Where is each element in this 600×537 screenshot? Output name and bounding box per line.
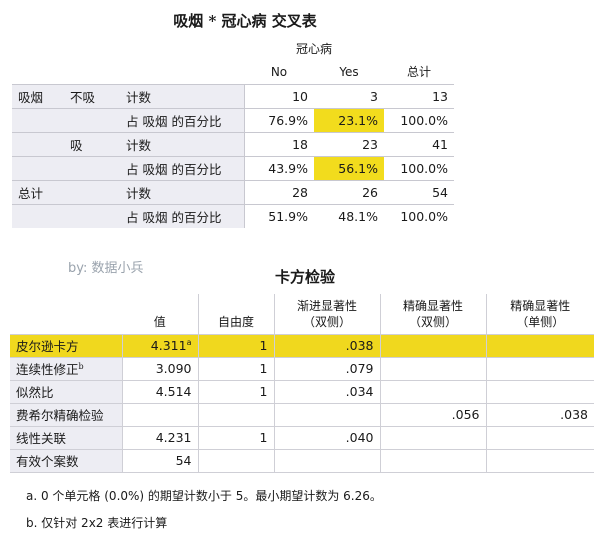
crosstab-header-group: 冠心病 [12, 36, 454, 60]
cell-exact1 [486, 334, 594, 358]
crosstab-table: 冠心病 No Yes 总计 吸烟 不吸 计数 10 3 13 占 吸烟 的百分比… [12, 36, 454, 228]
cell-df: 1 [198, 426, 275, 450]
table-row: 占 吸烟 的百分比 76.9% 23.1% 100.0% [12, 107, 454, 132]
cell-exact1 [486, 449, 594, 473]
table-row-highlighted: 皮尔逊卡方 4.311a 1 .038 [10, 334, 594, 358]
table-row: 吸烟 不吸 计数 10 3 13 [12, 83, 454, 108]
cell: 41 [384, 131, 454, 156]
cell-exact2 [380, 449, 487, 473]
table-row: 似然比 4.514 1 .034 [10, 380, 594, 404]
cell-value: 4.311a [122, 334, 199, 358]
table-row: 有效个案数 54 [10, 449, 594, 473]
cell-df [198, 449, 275, 473]
cell-exact1 [486, 426, 594, 450]
cell-df: 1 [198, 357, 275, 381]
cell-exact2 [380, 357, 487, 381]
cell-value: 4.231 [122, 426, 199, 450]
table-row: 费希尔精确检验 .056 .038 [10, 403, 594, 427]
table-row: 连续性修正b 3.090 1 .079 [10, 357, 594, 381]
header-asym-sig: 渐进显著性 （双侧） [274, 294, 381, 335]
header-df: 自由度 [198, 294, 275, 335]
cell: 100.0% [384, 155, 454, 180]
cell: 76.9% [244, 107, 314, 132]
cell: 18 [244, 131, 314, 156]
cell-highlighted: 56.1% [314, 155, 384, 180]
cell: 3 [314, 83, 384, 108]
header-exact-1sided: 精确显著性 （单侧） [486, 294, 594, 335]
col-total: 总计 [406, 65, 431, 80]
cell: 26 [314, 179, 384, 204]
header-value: 值 [122, 294, 199, 335]
cell: 10 [244, 83, 314, 108]
cell: 43.9% [244, 155, 314, 180]
cell-exact1 [486, 380, 594, 404]
col-no: No [270, 64, 288, 79]
cell-exact2 [380, 426, 487, 450]
cell-df: 1 [198, 380, 275, 404]
table-row: 总计 计数 28 26 54 [12, 179, 454, 204]
cell-value: 3.090 [122, 357, 199, 381]
table-row: 占 吸烟 的百分比 43.9% 56.1% 100.0% [12, 155, 454, 180]
stat-label: 计数 [120, 131, 245, 156]
watermark-text: by: 数据小兵 [68, 261, 144, 276]
cell-value: 4.514 [122, 380, 199, 404]
cell: 48.1% [314, 203, 384, 228]
row-label: 连续性修正b [10, 357, 123, 381]
row-label: 似然比 [10, 380, 123, 404]
table-row: 占 吸烟 的百分比 51.9% 48.1% 100.0% [12, 203, 454, 228]
row-var-label: 吸烟 [12, 83, 64, 108]
stat-label: 占 吸烟 的百分比 [120, 107, 245, 132]
row-label: 费希尔精确检验 [10, 403, 123, 427]
cell-asym: .079 [274, 357, 381, 381]
stat-label: 计数 [120, 83, 245, 108]
cell: 23 [314, 131, 384, 156]
cell-exact1 [486, 357, 594, 381]
cell-value [122, 403, 199, 427]
row-label: 皮尔逊卡方 [10, 334, 123, 358]
cell-highlighted: 23.1% [314, 107, 384, 132]
cell-exact2: .056 [380, 403, 487, 427]
cell-df: 1 [198, 334, 275, 358]
cell: 51.9% [244, 203, 314, 228]
table-row: 吸 计数 18 23 41 [12, 131, 454, 156]
footnote-b: b. 仅针对 2x2 表进行计算 [26, 516, 168, 530]
group-label: 吸 [64, 131, 120, 156]
footnote-a: a. 0 个单元格 (0.0%) 的期望计数小于 5。最小期望计数为 6.26。 [26, 489, 382, 503]
header-exact-2sided: 精确显著性 （双侧） [380, 294, 487, 335]
cell: 100.0% [384, 107, 454, 132]
cell-value: 54 [122, 449, 199, 473]
cell: 13 [384, 83, 454, 108]
cell-exact1: .038 [486, 403, 594, 427]
stat-label: 计数 [120, 179, 245, 204]
chi-title: 卡方检验 [274, 268, 335, 286]
cell: 28 [244, 179, 314, 204]
cell-asym: .038 [274, 334, 381, 358]
table-row: 线性关联 4.231 1 .040 [10, 426, 594, 450]
total-label: 总计 [12, 179, 64, 204]
stat-label: 占 吸烟 的百分比 [120, 203, 245, 228]
crosstab-header: No Yes 总计 [12, 60, 454, 84]
stat-label: 占 吸烟 的百分比 [120, 155, 245, 180]
col-yes: Yes [339, 64, 359, 79]
cell-df [198, 403, 275, 427]
cell: 100.0% [384, 203, 454, 228]
cell: 54 [384, 179, 454, 204]
row-label: 有效个案数 [10, 449, 123, 473]
cell-asym: .040 [274, 426, 381, 450]
cell-exact2 [380, 334, 487, 358]
cell-asym [274, 449, 381, 473]
crosstab-title: 吸烟 * 冠心病 交叉表 [173, 12, 317, 30]
row-label: 线性关联 [10, 426, 123, 450]
chi-table: 值 自由度 渐进显著性 （双侧） 精确显著性 （双侧） 精确显著性 （单侧） 皮尔逊卡… [10, 294, 594, 473]
cell-asym: .034 [274, 380, 381, 404]
cell-asym [274, 403, 381, 427]
cell-exact2 [380, 380, 487, 404]
group-label: 不吸 [64, 83, 120, 108]
col-group-label: 冠心病 [295, 41, 332, 56]
chi-header: 值 自由度 渐进显著性 （双侧） 精确显著性 （双侧） 精确显著性 （单侧） [10, 294, 594, 335]
